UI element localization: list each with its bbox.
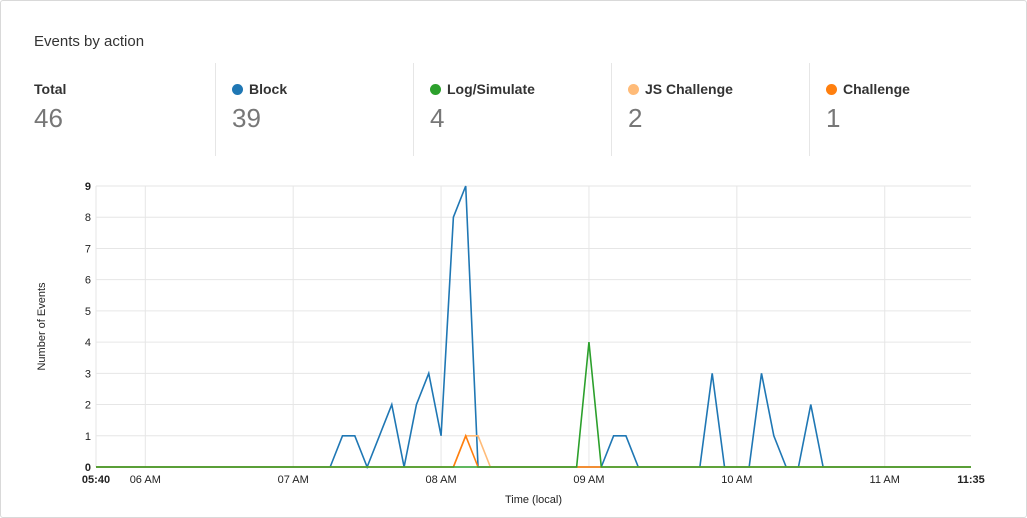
stat-challenge: Challenge 1 xyxy=(826,81,910,156)
x-tick-label: 09 AM xyxy=(573,474,604,486)
x-tick-label: 05:40 xyxy=(82,474,110,486)
stat-divider xyxy=(611,63,612,156)
x-axis-label: Time (local) xyxy=(505,494,562,506)
y-axis-label: Number of Events xyxy=(36,282,48,371)
series-line-block xyxy=(96,185,971,470)
stat-value: 4 xyxy=(430,103,445,133)
series-line-challenge xyxy=(96,433,971,468)
stat-divider xyxy=(413,63,414,156)
y-tick-label: 3 xyxy=(85,368,91,380)
y-tick-label: 9 xyxy=(85,181,91,193)
stat-label: Challenge xyxy=(826,81,910,97)
y-tick-label: 4 xyxy=(85,337,91,349)
legend-dot-icon xyxy=(430,83,441,95)
stat-label: Block xyxy=(232,81,287,97)
stat-value: 1 xyxy=(826,103,841,133)
y-tick-label: 0 xyxy=(85,462,91,474)
y-tick-label: 2 xyxy=(85,400,91,412)
stat-value: 46 xyxy=(34,103,63,133)
stat-log-simulate: Log/Simulate 4 xyxy=(430,81,535,156)
x-tick-label: 11 AM xyxy=(870,474,900,486)
stat-label: Log/Simulate xyxy=(430,81,535,97)
y-tick-label: 6 xyxy=(85,275,91,287)
y-tick-label: 1 xyxy=(85,431,91,443)
x-tick-label: 08 AM xyxy=(425,474,456,486)
stat-divider xyxy=(809,63,810,156)
legend-dot-icon xyxy=(628,83,639,95)
stat-value: 2 xyxy=(628,103,643,133)
stat-value: 39 xyxy=(232,103,261,133)
x-tick-label: 11:35 xyxy=(957,474,985,486)
card-title: Events by action xyxy=(34,33,145,50)
stat-total: Total 46 xyxy=(34,81,66,156)
stat-label: Total xyxy=(34,81,67,97)
x-tick-label: 07 AM xyxy=(278,474,309,486)
y-tick-label: 5 xyxy=(85,306,91,318)
stat-label: JS Challenge xyxy=(628,81,733,97)
legend-dot-icon xyxy=(232,83,243,95)
y-tick-label: 7 xyxy=(85,243,91,255)
series-line-log-simulate xyxy=(96,342,971,468)
stat-block: Block 39 xyxy=(232,81,287,156)
x-tick-label: 06 AM xyxy=(130,474,161,486)
series-line-js-challenge xyxy=(96,434,971,468)
legend-dot-icon xyxy=(826,83,837,95)
y-tick-label: 8 xyxy=(85,212,91,224)
x-tick-label: 10 AM xyxy=(721,474,752,486)
stat-divider xyxy=(215,63,216,156)
stat-js-challenge: JS Challenge 2 xyxy=(628,81,733,156)
